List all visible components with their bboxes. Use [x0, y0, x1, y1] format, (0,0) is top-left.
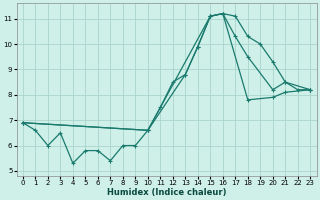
X-axis label: Humidex (Indice chaleur): Humidex (Indice chaleur) — [107, 188, 226, 197]
